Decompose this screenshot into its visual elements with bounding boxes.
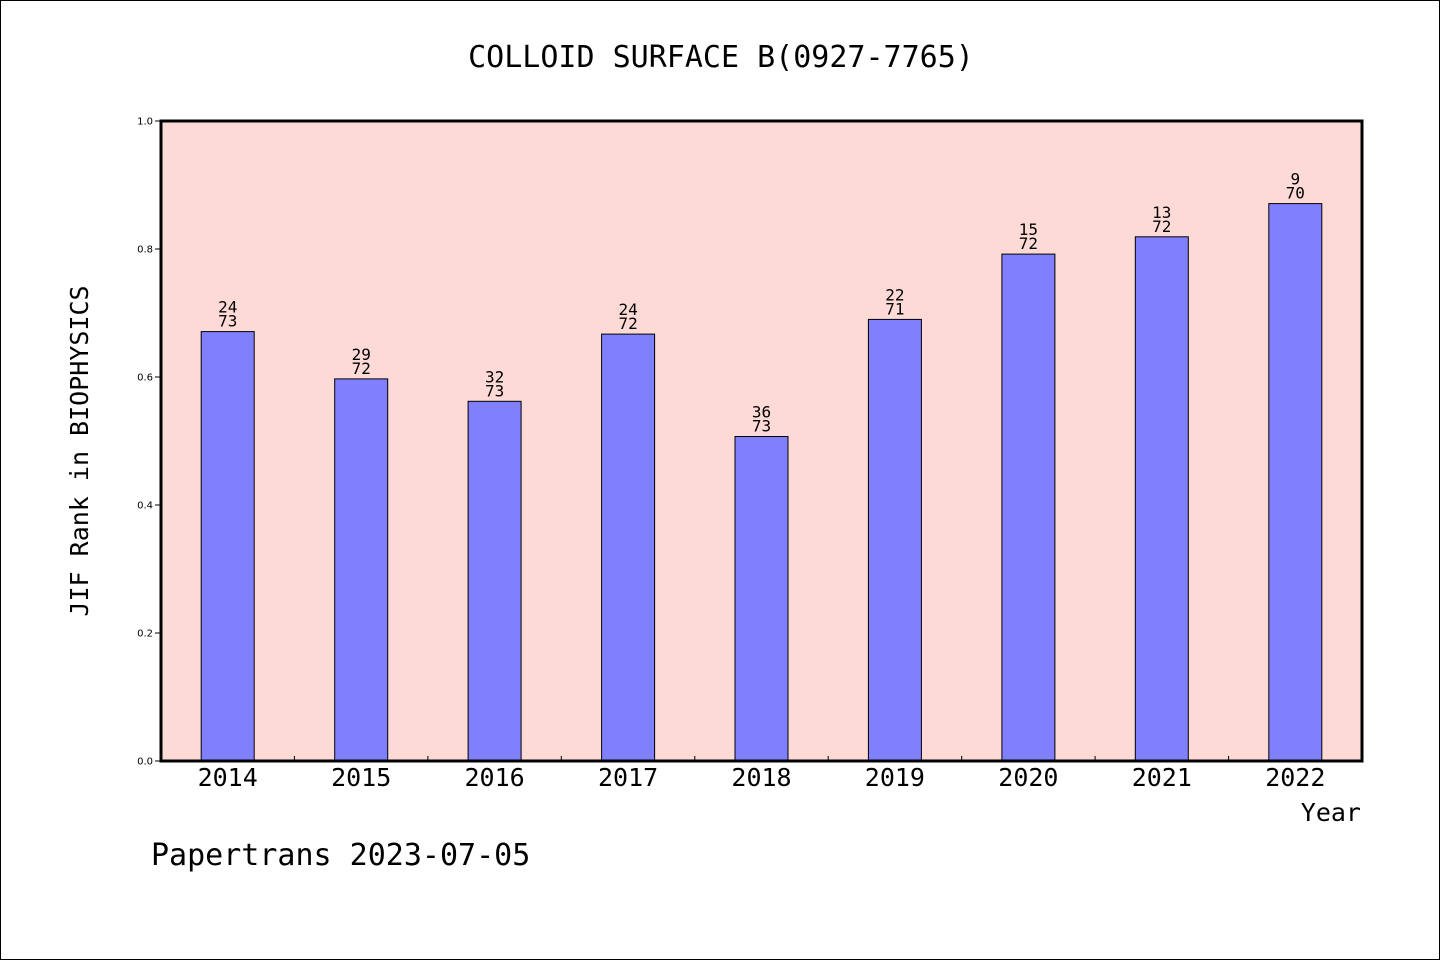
rank-label-denominator-2016: 73 (485, 381, 504, 400)
footer-source-date: Papertrans 2023-07-05 (151, 838, 530, 873)
x-tick-label-2016: 2016 (464, 763, 524, 792)
x-tick-label-2022: 2022 (1265, 763, 1325, 792)
rank-label-numerator-2015: 29 (352, 345, 371, 364)
bar-2018 (734, 436, 789, 762)
x-axis-ticks: 2014 2015 2016 2017 2018 2019 2020 2021 2022 (198, 756, 1325, 792)
rank-label-denominator-2017: 72 (618, 314, 637, 333)
rank-label-numerator-2018: 36 (752, 403, 771, 422)
x-tick-label-2015: 2015 (331, 763, 391, 792)
bar-2016 (467, 400, 522, 762)
rank-label-denominator-2020: 72 (1019, 234, 1038, 253)
rank-label-denominator-2019: 71 (885, 299, 904, 318)
bar-2020 (1001, 253, 1056, 762)
x-tick-label-2014: 2014 (198, 763, 258, 792)
rank-label-denominator-2015: 72 (352, 359, 371, 378)
rank-label-numerator-2017: 24 (618, 300, 637, 319)
y-tick-label: 0.8 (137, 245, 153, 256)
rank-label-denominator-2014: 73 (218, 312, 237, 331)
y-tick-label: 0.0 (137, 757, 153, 768)
plot-border (159, 119, 1364, 763)
bar-2021 (1134, 236, 1189, 762)
x-tick-label-2021: 2021 (1132, 763, 1192, 792)
rank-label-numerator-2014: 24 (218, 298, 237, 317)
y-tick-label: 1.0 (137, 117, 153, 128)
x-tick-label-2018: 2018 (731, 763, 791, 792)
x-axis-label: Year (1301, 798, 1361, 827)
rank-label-numerator-2019: 22 (885, 285, 904, 304)
y-tick-label: 0.4 (137, 501, 153, 512)
x-tick-label-2017: 2017 (598, 763, 658, 792)
rank-label-numerator-2022: 9 (1290, 170, 1300, 189)
rank-label-denominator-2022: 70 (1286, 184, 1305, 203)
rank-label-denominator-2021: 72 (1152, 217, 1171, 236)
bar-2014 (200, 331, 255, 762)
chart-title: COLLOID SURFACE B(0927-7765) (468, 40, 974, 75)
y-axis-label: JIF Rank in BIOPHYSICS (65, 285, 94, 616)
bars-layer (200, 203, 1323, 762)
y-tick-label: 0.6 (137, 373, 153, 384)
bar-2022 (1268, 203, 1323, 762)
rank-label-numerator-2020: 15 (1019, 220, 1038, 239)
bar-2017 (601, 333, 656, 762)
rank-label-numerator-2016: 32 (485, 367, 504, 386)
y-tick-label: 0.2 (137, 629, 153, 640)
rank-label-denominator-2018: 73 (752, 417, 771, 436)
bar-2015 (334, 378, 389, 762)
y-axis-ticks: 0.0 0.2 0.4 0.6 0.8 1.0 (137, 117, 161, 768)
x-tick-label-2019: 2019 (865, 763, 925, 792)
rank-label-numerator-2021: 13 (1152, 203, 1171, 222)
x-tick-label-2020: 2020 (998, 763, 1058, 792)
bar-2019 (867, 318, 922, 762)
